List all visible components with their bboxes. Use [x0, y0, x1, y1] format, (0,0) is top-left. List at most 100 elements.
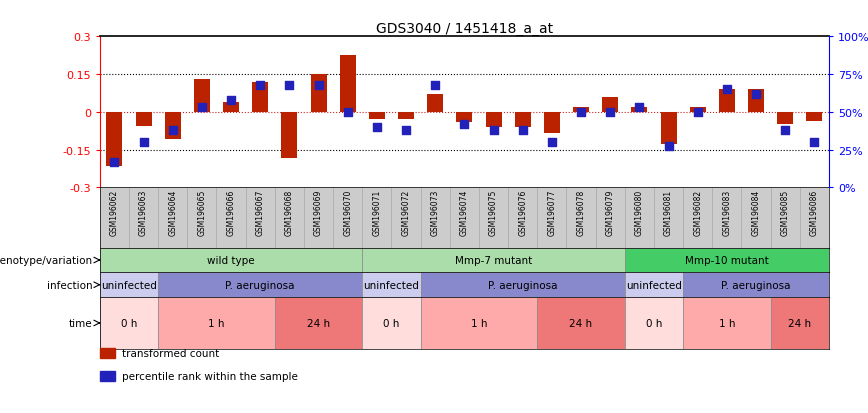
- Text: GSM196084: GSM196084: [752, 190, 760, 236]
- Point: [661, 144, 675, 150]
- Bar: [595, 188, 625, 248]
- Bar: [165, 112, 181, 140]
- Bar: [806, 112, 822, 121]
- Bar: [194, 80, 210, 112]
- Bar: [158, 188, 187, 248]
- Text: GSM196067: GSM196067: [256, 190, 265, 236]
- Bar: [683, 297, 771, 349]
- Bar: [515, 112, 530, 128]
- Bar: [421, 273, 625, 297]
- Bar: [100, 297, 158, 349]
- Text: 24 h: 24 h: [569, 318, 593, 328]
- Text: 1 h: 1 h: [470, 318, 487, 328]
- Bar: [683, 273, 829, 297]
- Text: 0 h: 0 h: [646, 318, 662, 328]
- Bar: [362, 248, 625, 273]
- Text: Mmp-7 mutant: Mmp-7 mutant: [455, 255, 532, 266]
- Bar: [421, 297, 537, 349]
- Point: [136, 139, 150, 146]
- Point: [457, 121, 471, 128]
- Point: [282, 82, 296, 89]
- Point: [428, 82, 442, 89]
- Text: 0 h: 0 h: [384, 318, 399, 328]
- Bar: [719, 90, 735, 112]
- Point: [195, 104, 209, 111]
- Title: GDS3040 / 1451418_a_at: GDS3040 / 1451418_a_at: [376, 22, 553, 36]
- Bar: [625, 273, 683, 297]
- Bar: [158, 273, 362, 297]
- Bar: [223, 102, 239, 112]
- Text: GSM196072: GSM196072: [402, 190, 411, 236]
- Bar: [421, 188, 450, 248]
- Bar: [135, 112, 152, 126]
- Text: GSM196064: GSM196064: [168, 190, 177, 236]
- Text: transformed count: transformed count: [122, 348, 219, 358]
- Text: P. aeruginosa: P. aeruginosa: [721, 280, 791, 290]
- Text: GSM196074: GSM196074: [460, 190, 469, 236]
- Point: [691, 109, 705, 116]
- Text: 0 h: 0 h: [121, 318, 137, 328]
- Point: [516, 127, 529, 134]
- Bar: [107, 112, 122, 166]
- Bar: [311, 75, 326, 112]
- Bar: [479, 188, 508, 248]
- Text: GSM196073: GSM196073: [431, 190, 440, 236]
- Bar: [485, 112, 502, 128]
- Text: percentile rank within the sample: percentile rank within the sample: [122, 371, 298, 381]
- Text: infection: infection: [47, 280, 93, 290]
- Bar: [362, 273, 421, 297]
- Bar: [625, 248, 829, 273]
- Point: [779, 127, 792, 134]
- Bar: [362, 297, 421, 349]
- Bar: [304, 188, 333, 248]
- Point: [720, 87, 733, 93]
- Text: GSM196080: GSM196080: [635, 190, 644, 236]
- Point: [399, 127, 413, 134]
- Bar: [771, 188, 799, 248]
- Text: 1 h: 1 h: [719, 318, 735, 328]
- Text: GSM196076: GSM196076: [518, 190, 527, 236]
- Text: P. aeruginosa: P. aeruginosa: [488, 280, 557, 290]
- Point: [633, 104, 647, 111]
- Bar: [625, 297, 683, 349]
- Text: GSM196083: GSM196083: [722, 190, 732, 236]
- Text: GSM196085: GSM196085: [780, 190, 790, 236]
- Bar: [661, 112, 676, 145]
- Text: GSM196075: GSM196075: [489, 190, 498, 236]
- Point: [807, 139, 821, 146]
- Text: Mmp-10 mutant: Mmp-10 mutant: [685, 255, 769, 266]
- Text: wild type: wild type: [207, 255, 255, 266]
- Bar: [427, 95, 444, 112]
- Point: [312, 82, 326, 89]
- Point: [749, 91, 763, 98]
- Point: [341, 109, 355, 116]
- Bar: [654, 188, 683, 248]
- Bar: [450, 188, 479, 248]
- Text: GSM196077: GSM196077: [548, 190, 556, 236]
- Bar: [246, 188, 275, 248]
- Bar: [625, 188, 654, 248]
- Text: uninfected: uninfected: [626, 280, 682, 290]
- Text: GSM196079: GSM196079: [606, 190, 615, 236]
- Text: GSM196086: GSM196086: [810, 190, 819, 236]
- Bar: [508, 188, 537, 248]
- Bar: [100, 273, 158, 297]
- Bar: [398, 112, 414, 120]
- Bar: [339, 56, 356, 112]
- Point: [253, 82, 267, 89]
- Bar: [187, 188, 216, 248]
- Text: GSM196063: GSM196063: [139, 190, 148, 236]
- Bar: [158, 297, 275, 349]
- Text: GSM196082: GSM196082: [694, 190, 702, 236]
- Bar: [567, 188, 595, 248]
- Text: GSM196078: GSM196078: [576, 190, 586, 236]
- Bar: [362, 188, 391, 248]
- Bar: [748, 90, 764, 112]
- Bar: [369, 112, 385, 120]
- Point: [224, 97, 238, 104]
- Bar: [216, 188, 246, 248]
- Text: GSM196068: GSM196068: [285, 190, 294, 236]
- Bar: [573, 107, 589, 112]
- Text: uninfected: uninfected: [101, 280, 157, 290]
- Bar: [683, 188, 713, 248]
